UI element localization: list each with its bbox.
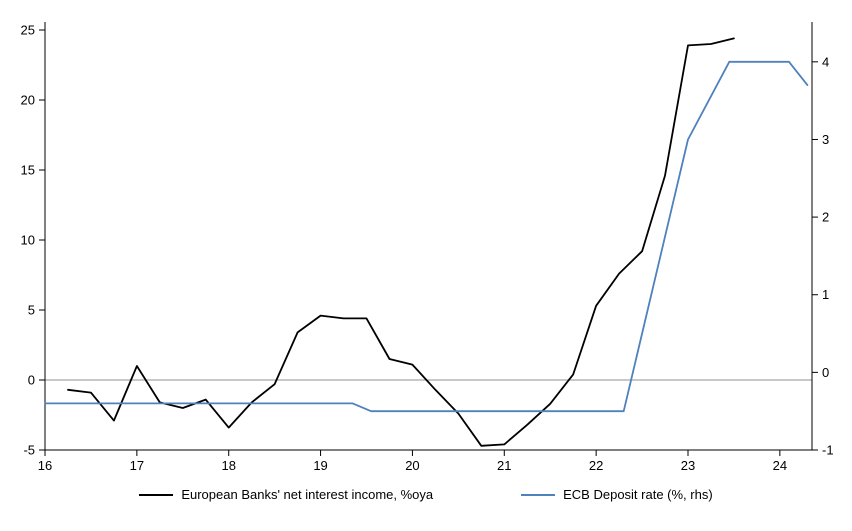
right-axis-tick-label: -1 xyxy=(822,443,834,458)
right-axis-tick-label: 4 xyxy=(822,54,829,69)
x-axis-tick-label: 23 xyxy=(681,458,695,473)
series-line-ecb-deposit-rate xyxy=(44,60,809,413)
x-axis-tick-label: 18 xyxy=(221,458,235,473)
x-axis-tick-label: 20 xyxy=(405,458,419,473)
legend-line-black xyxy=(139,493,174,496)
right-axis-tick-label: 1 xyxy=(822,287,829,302)
x-axis-tick-label: 19 xyxy=(313,458,327,473)
right-axis-tick-label: 3 xyxy=(822,132,829,147)
x-axis-tick-label: 16 xyxy=(38,458,52,473)
chart-legend: European Banks' net interest income, %oy… xyxy=(0,487,852,502)
left-axis-tick-label: 20 xyxy=(21,93,35,108)
left-axis-tick-label: 10 xyxy=(21,233,35,248)
left-axis-tick-label: 15 xyxy=(21,163,35,178)
left-axis-tick-label: 25 xyxy=(21,23,35,38)
left-axis-tick-label: 5 xyxy=(28,303,35,318)
legend-item-nii: European Banks' net interest income, %oy… xyxy=(139,487,433,502)
x-axis-tick-label: 22 xyxy=(589,458,603,473)
legend-line-blue xyxy=(521,493,556,496)
left-axis-tick-label: -5 xyxy=(23,443,35,458)
right-axis-tick-label: 2 xyxy=(822,210,829,225)
legend-item-ecb: ECB Deposit rate (%, rhs) xyxy=(521,487,713,502)
legend-label-nii: European Banks' net interest income, %oy… xyxy=(181,487,434,502)
left-axis-tick-label: 0 xyxy=(28,373,35,388)
legend-label-ecb: ECB Deposit rate (%, rhs) xyxy=(563,487,713,502)
right-axis-tick-label: 0 xyxy=(822,365,829,380)
x-axis-tick-label: 21 xyxy=(497,458,511,473)
x-axis-tick-label: 24 xyxy=(773,458,787,473)
x-axis-tick-label: 17 xyxy=(130,458,144,473)
series-line-european-banks-nii xyxy=(67,37,735,447)
